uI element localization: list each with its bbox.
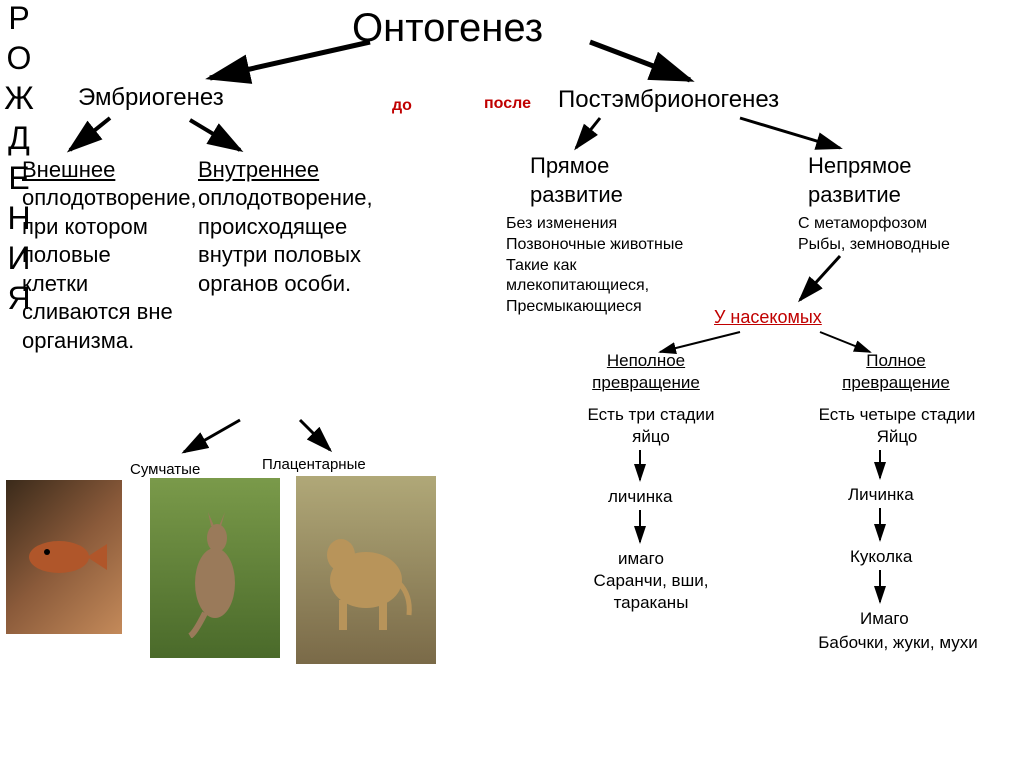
main-title: Онтогенез [352,6,543,51]
complete-examples: Бабочки, жуки, мухи [798,632,998,654]
label-before: до [392,96,412,117]
indirect-dev-title: Непрямое развитие [808,152,958,209]
complete-title: Полное превращение [826,350,966,394]
complete-pupa: Куколка [850,546,912,568]
direct-dev-body: Без изменения Позвоночные животные Такие… [506,214,726,318]
incomplete-examples: Саранчи, вши, тараканы [576,570,726,614]
postembryo-title: Постэмбрионогенез [558,84,779,115]
internal-fert-body: оплодотворение, происходящее внутри поло… [198,184,378,298]
complete-imago: Имаго [860,608,909,630]
complete-intro: Есть четыре стадии Яйцо [812,404,982,448]
label-after: после [484,94,531,115]
incomplete-intro: Есть три стадии яйцо [576,404,726,448]
placental-label: Плацентарные [262,455,366,475]
internal-fert-title: Внутреннее [198,156,319,185]
direct-dev-title: Прямое развитие [530,152,660,209]
external-fert-title: Внешнее [22,156,115,185]
embryogenesis-title: Эмбриогенез [78,82,224,113]
insects-label: У насекомых [714,306,822,329]
external-fert-body: оплодотворение, при котором половые клет… [22,184,182,356]
incomplete-larva: личинка [608,486,672,508]
incomplete-title: Неполное превращение [576,350,716,394]
image-lion [296,476,436,664]
marsupials-label: Сумчатые [130,460,200,480]
image-kangaroo [150,478,280,658]
incomplete-imago: имаго [618,548,664,570]
image-fish [6,480,122,634]
indirect-dev-body: С метаморфозом Рыбы, земноводные [798,214,998,256]
complete-larva: Личинка [848,484,914,506]
